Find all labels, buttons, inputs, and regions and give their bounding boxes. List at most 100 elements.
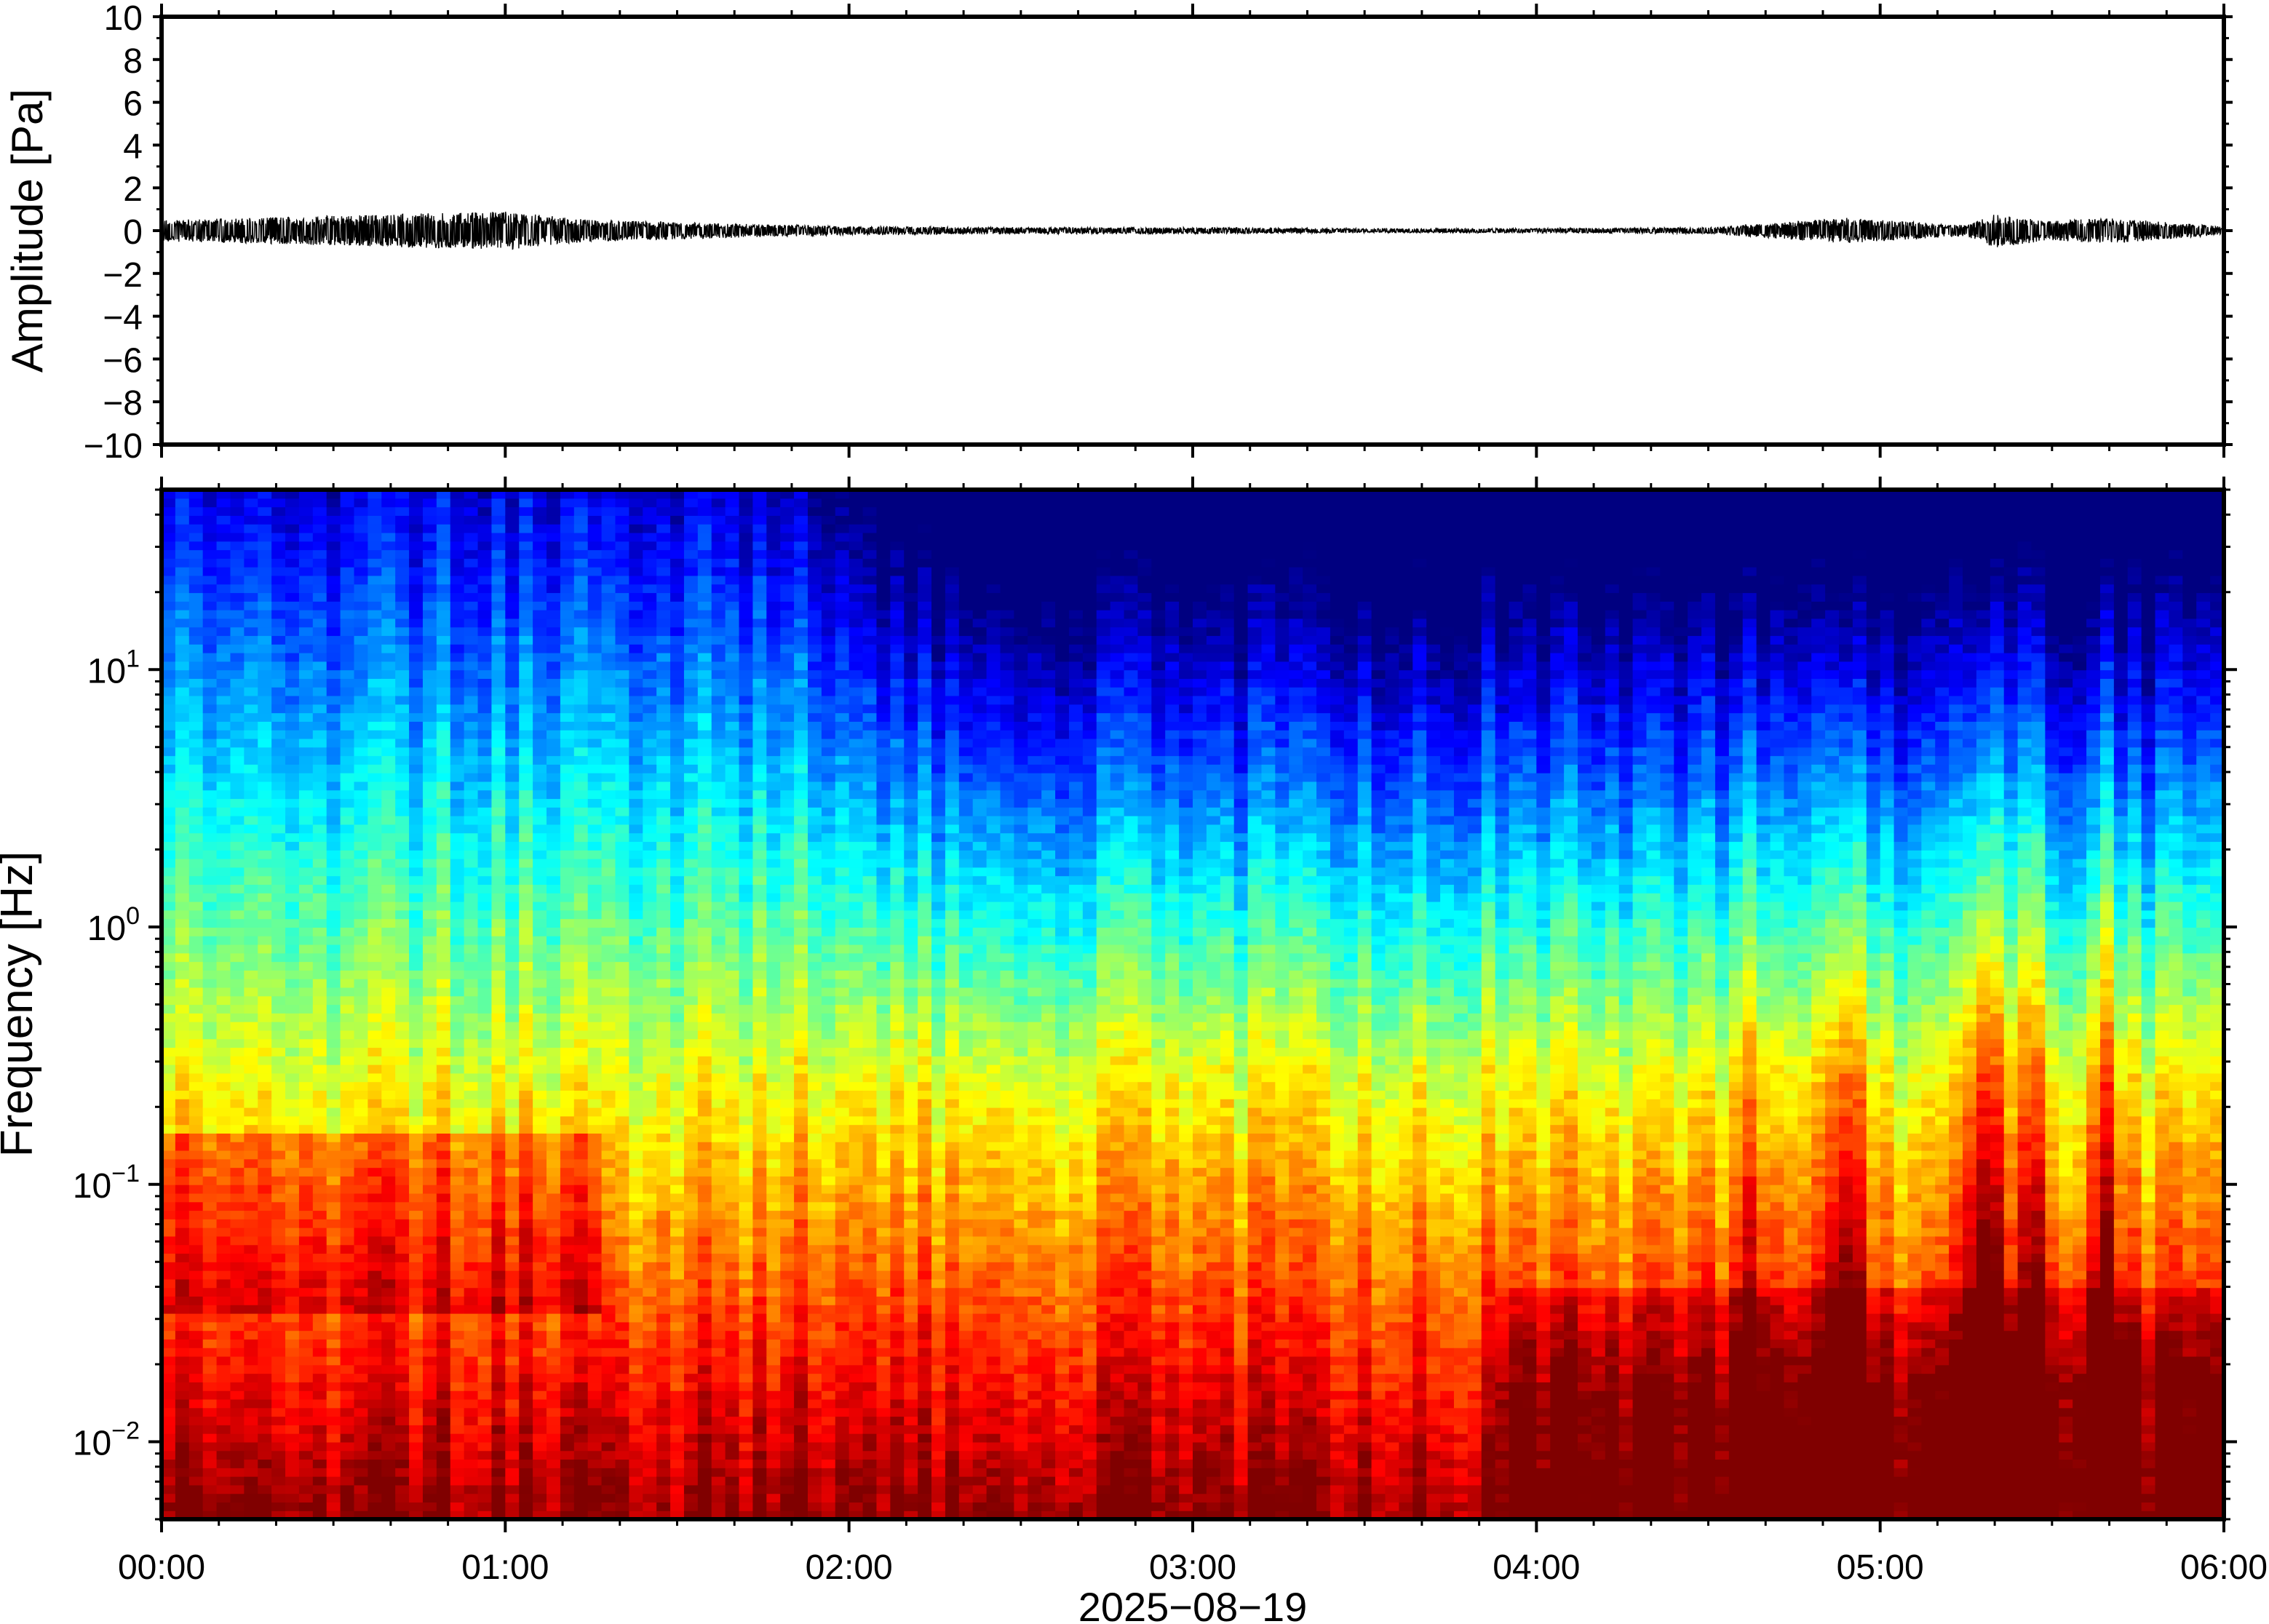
spectrogram-cell — [258, 875, 272, 885]
spectrogram-cell — [615, 1022, 629, 1031]
spectrogram-cell — [216, 1150, 231, 1160]
spectrogram-cell — [670, 901, 685, 911]
spectrogram-cell — [533, 1253, 547, 1262]
spectrogram-cell — [188, 669, 204, 680]
spectrogram-cell — [422, 1064, 437, 1074]
spectrogram-cell — [519, 1390, 533, 1400]
spectrogram-cell — [326, 961, 341, 971]
spectrogram-cell — [450, 635, 465, 645]
spectrogram-cell — [285, 841, 300, 851]
spectrogram-cell — [298, 1321, 314, 1332]
spectrogram-cell — [271, 1502, 286, 1511]
spectrogram-cell — [643, 1339, 657, 1348]
spectrogram-cell — [395, 747, 410, 757]
spectrogram-cell — [422, 1004, 437, 1014]
spectrogram-cell — [477, 764, 493, 773]
spectrogram-cell — [244, 1133, 258, 1142]
spectrogram-cell — [491, 1364, 506, 1374]
spectrogram-cell — [519, 558, 533, 568]
spectrogram-cell — [560, 601, 575, 610]
spectrogram-cell — [175, 1219, 190, 1228]
spectrogram-cell — [670, 592, 685, 602]
spectrogram-cell — [464, 1193, 479, 1203]
spectrogram-cell — [643, 1047, 657, 1056]
spectrogram-cell — [643, 1468, 657, 1477]
spectrogram-cell — [629, 1115, 643, 1126]
spectrogram-cell — [409, 850, 424, 859]
spectrogram-cell — [587, 1081, 603, 1091]
spectrogram-cell — [271, 1124, 286, 1134]
spectrogram-cell — [271, 626, 286, 637]
spectrogram-cell — [477, 610, 493, 619]
spectrogram-cell — [505, 490, 520, 499]
spectrogram-cell — [656, 712, 671, 722]
spectrogram-cell — [505, 661, 520, 671]
spectrogram-cell — [601, 618, 616, 628]
spectrogram-cell — [601, 1210, 616, 1219]
spectrogram-cell — [547, 918, 561, 928]
spectrogram-cell — [285, 1296, 300, 1305]
spectrogram-cell — [477, 592, 493, 602]
spectrogram-cell — [436, 789, 451, 800]
spectrogram-cell — [381, 918, 396, 928]
spectrogram-cell — [477, 1099, 493, 1108]
spectrogram-cell — [560, 1064, 575, 1074]
spectrogram-cell — [670, 1124, 685, 1134]
spectrogram-cell — [162, 712, 176, 722]
spectrogram-cell — [202, 1004, 218, 1014]
spectrogram-cell — [395, 884, 410, 893]
spectrogram-cell — [244, 909, 258, 920]
spectrogram-cell — [312, 1459, 327, 1468]
spectrogram-cell — [450, 541, 465, 551]
spectrogram-cell — [477, 850, 493, 859]
spectrogram-cell — [436, 1142, 451, 1151]
spectrogram-cell — [436, 524, 451, 533]
spectrogram-cell — [175, 1253, 190, 1262]
spectrogram-cell — [505, 1176, 520, 1185]
spectrogram-cell — [285, 1398, 300, 1409]
spectrogram-cell — [271, 669, 286, 680]
spectrogram-cell — [298, 987, 314, 997]
spectrogram-cell — [230, 909, 245, 920]
spectrogram-cell — [670, 1425, 685, 1434]
spectrogram-cell — [683, 875, 699, 885]
spectrogram-cell — [464, 1244, 479, 1254]
spectrogram-cell — [312, 506, 327, 516]
spectrogram-cell — [464, 626, 479, 637]
spectrogram-cell — [533, 558, 547, 568]
spectrogram-cell — [436, 764, 451, 773]
spectrogram-cell — [615, 661, 629, 671]
spectrogram-cell — [643, 1433, 657, 1443]
spectrogram-cell — [436, 1348, 451, 1357]
spectrogram-cell — [670, 918, 685, 928]
spectrogram-cell — [271, 970, 286, 979]
spectrogram-cell — [202, 1373, 218, 1382]
spectrogram-cell — [244, 532, 258, 542]
spectrogram-cell — [450, 1296, 465, 1305]
spectrogram-cell — [422, 1193, 437, 1203]
spectrogram-cell — [271, 1253, 286, 1262]
spectrogram-cell — [258, 1124, 272, 1134]
spectrogram-cell — [298, 498, 314, 508]
spectrogram-cell — [491, 798, 506, 808]
spectrogram-cell — [477, 1167, 493, 1177]
spectrogram-cell — [683, 661, 699, 671]
spectrogram-cell — [409, 532, 424, 542]
spectrogram-cell — [422, 1158, 437, 1169]
spectrogram-cell — [464, 884, 479, 893]
spectrogram-cell — [477, 1107, 493, 1117]
spectrogram-cell — [491, 669, 506, 680]
spectrogram-cell — [615, 824, 629, 834]
spectrogram-cell — [162, 626, 176, 637]
spectrogram-cell — [697, 764, 712, 773]
spectrogram-cell — [670, 1305, 685, 1314]
spectrogram-cell — [188, 1142, 204, 1151]
spectrogram-cell — [464, 1476, 479, 1486]
spectrogram-cell — [312, 944, 327, 954]
spectrogram-cell — [354, 653, 368, 662]
spectrogram-cell — [477, 1416, 493, 1425]
spectrogram-cell — [477, 1244, 493, 1254]
spectrogram-cell — [697, 952, 712, 963]
spectrogram-cell — [271, 1476, 286, 1486]
spectrogram-cell — [697, 781, 712, 791]
